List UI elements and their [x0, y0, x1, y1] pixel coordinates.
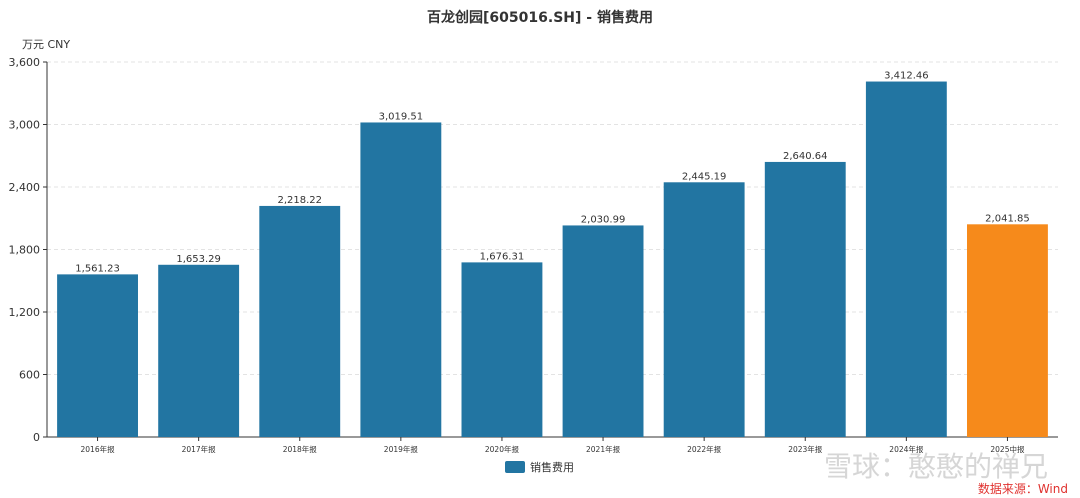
x-tick-label: 2022年报 [687, 444, 722, 454]
data-label: 2,445.19 [682, 171, 727, 182]
data-label: 3,412.46 [884, 71, 929, 82]
legend-swatch[interactable] [505, 461, 525, 473]
bar-2024年报[interactable] [865, 81, 947, 438]
bar-2016年报[interactable] [57, 274, 138, 437]
y-tick-label: 2,400 [9, 181, 41, 194]
y-tick-label: 600 [19, 369, 40, 382]
y-tick-label: 1,200 [9, 306, 41, 319]
data-label: 2,640.64 [783, 151, 828, 162]
y-tick-label: 3,000 [9, 119, 41, 132]
bar-2023年报[interactable] [764, 161, 846, 437]
x-tick-label: 2019年报 [384, 444, 419, 454]
data-label: 1,653.29 [176, 254, 221, 265]
data-label: 2,030.99 [581, 214, 626, 225]
data-label: 1,561.23 [75, 263, 120, 274]
y-axis-unit-label: 万元 CNY [22, 38, 70, 51]
y-tick-labels: 0 600 1,200 1,800 2,400 3,000 3,600 [9, 56, 41, 444]
legend-label[interactable]: 销售费用 [530, 460, 574, 474]
chart-title: 百龙创园[605016.SH] - 销售费用 [427, 9, 653, 26]
y-tick-label: 1,800 [9, 244, 41, 257]
legend[interactable]: 销售费用 [505, 460, 574, 474]
bar-2025中报[interactable] [967, 224, 1048, 437]
data-label: 2,218.22 [277, 195, 322, 206]
x-tick-label: 2023年报 [788, 444, 823, 454]
bar-2021年报[interactable] [562, 225, 644, 437]
bar-2022年报[interactable] [663, 182, 745, 437]
source-note: 数据来源：Wind [978, 481, 1068, 496]
x-tick-label: 2020年报 [485, 444, 520, 454]
data-label: 2,041.85 [985, 213, 1030, 224]
x-tick-labels: 2016年报 2017年报 2018年报 2019年报 2020年报 2021年报 2022… [81, 444, 1025, 454]
x-tick-label: 2018年报 [283, 444, 318, 454]
x-tick-label: 2025中报 [990, 444, 1025, 454]
x-tick-label: 2016年报 [81, 444, 116, 454]
data-labels: 1,561.23 1,653.29 2,218.22 3,019.51 1,676.31… [75, 71, 1029, 275]
y-tick-label: 3,600 [9, 56, 41, 69]
data-label: 1,676.31 [480, 251, 525, 262]
x-tick-label: 2017年报 [182, 444, 217, 454]
data-label: 3,019.51 [379, 111, 424, 122]
y-tick-label: 0 [33, 431, 40, 444]
bar-2017年报[interactable] [158, 264, 240, 437]
bar-2019年报[interactable] [360, 122, 442, 437]
bar-2018年报[interactable] [259, 205, 341, 437]
x-tick-label: 2024年报 [889, 444, 924, 454]
watermark: 雪球：憨憨的禅兄 [824, 450, 1048, 483]
bar-2020年报[interactable] [461, 262, 543, 437]
x-tick-label: 2021年报 [586, 444, 621, 454]
bars [57, 81, 1048, 438]
